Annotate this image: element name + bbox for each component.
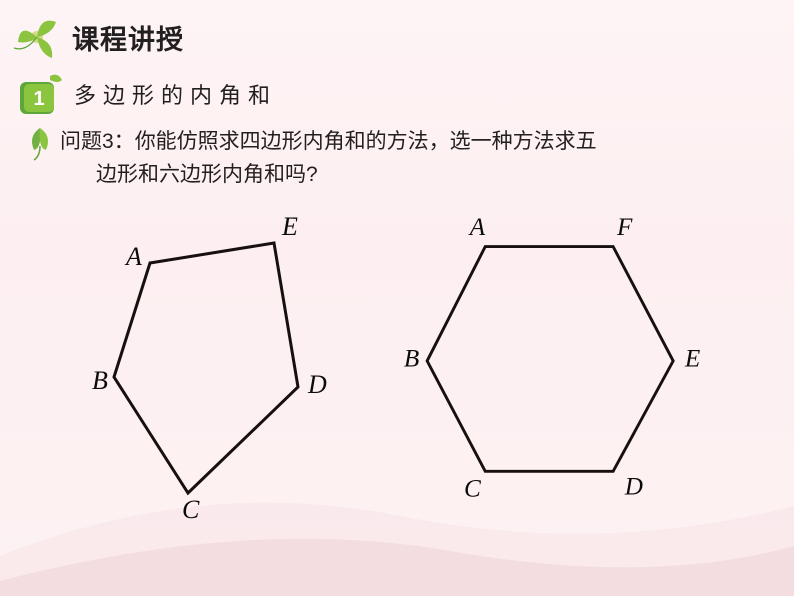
hexagon-label-C: C	[464, 476, 482, 503]
hexagon-label-A: A	[468, 214, 486, 241]
hexagon-shape: A F E D C B	[400, 203, 710, 513]
hexagon-label-F: F	[616, 214, 633, 241]
shapes-container: A B C D E A F E D C B	[0, 195, 794, 535]
pentagon-label-D: D	[307, 370, 327, 399]
leaf-icon	[22, 122, 58, 162]
pentagon-label-C: C	[182, 495, 200, 524]
hexagon-label-D: D	[624, 474, 643, 501]
header-row: 课程讲授	[0, 0, 794, 60]
pentagon-label-E: E	[281, 212, 298, 241]
logo-icon	[12, 14, 62, 60]
pentagon-shape: A B C D E	[90, 205, 350, 525]
pentagon-label-A: A	[124, 242, 142, 271]
section-number: 1	[33, 88, 44, 110]
page-title: 课程讲授	[72, 18, 184, 57]
question-label: 问题3：	[60, 130, 135, 153]
question-row: 问题3：你能仿照求四边形内角和的方法，选一种方法求五 边形和六边形内角和吗?	[0, 124, 794, 191]
pentagon-polygon	[114, 243, 298, 493]
hexagon-label-E: E	[684, 346, 700, 373]
section-badge-icon: 1	[12, 70, 66, 118]
pentagon-label-B: B	[92, 366, 108, 395]
hexagon-label-B: B	[404, 346, 419, 373]
subtitle-row: 1 多边形的内角和	[0, 70, 794, 118]
question-line1: 你能仿照求四边形内角和的方法，选一种方法求五	[135, 130, 597, 153]
question-line2: 边形和六边形内角和吗?	[60, 163, 318, 186]
hexagon-polygon	[427, 247, 673, 472]
section-subtitle: 多边形的内角和	[74, 78, 277, 110]
question-text: 问题3：你能仿照求四边形内角和的方法，选一种方法求五 边形和六边形内角和吗?	[60, 124, 597, 191]
